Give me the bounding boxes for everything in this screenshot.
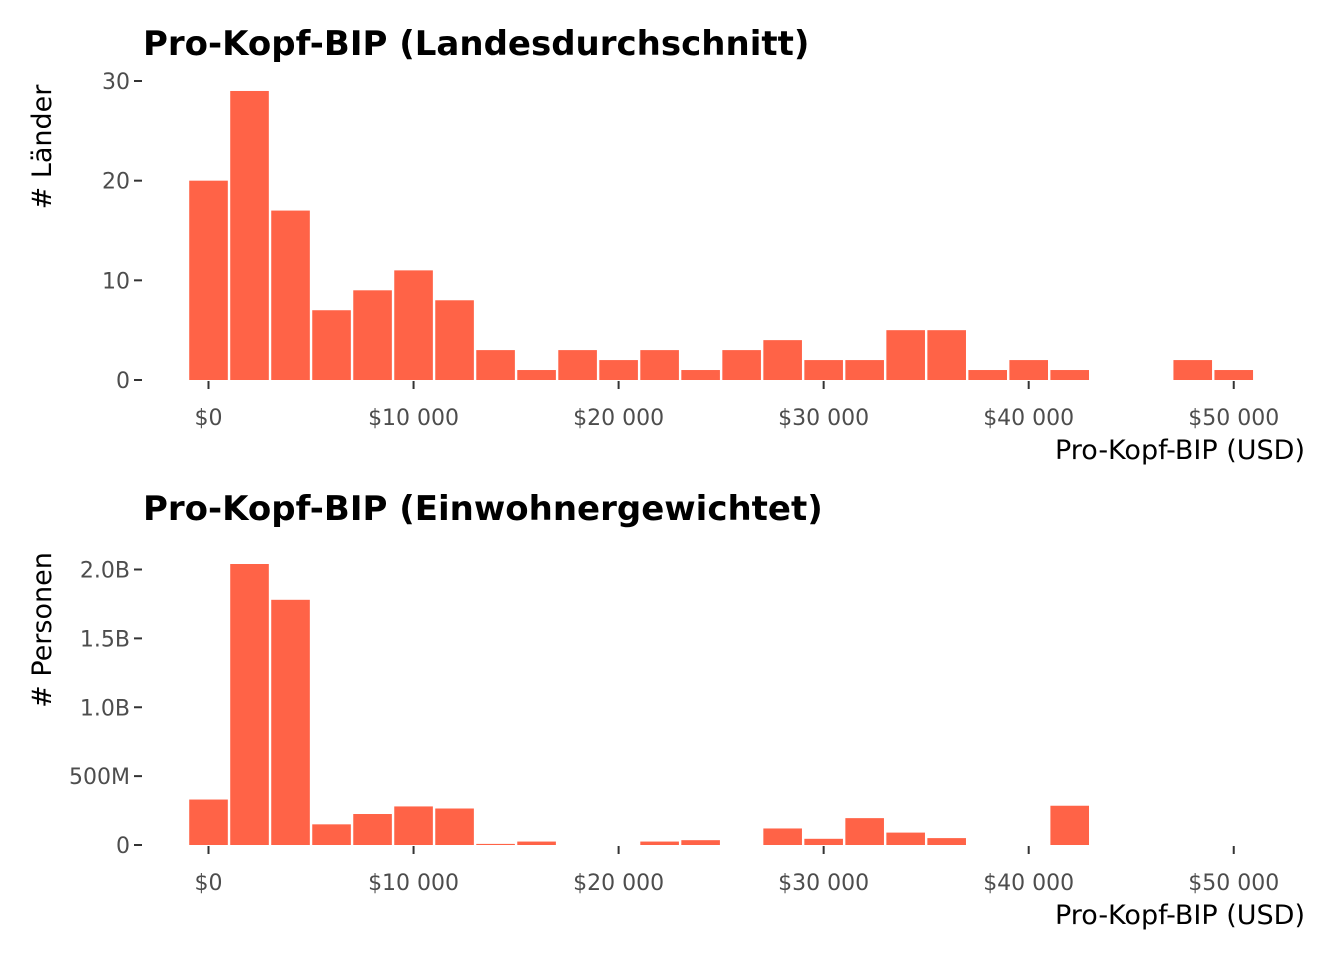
histogram-bar [968, 370, 1007, 380]
histogram-bar [845, 360, 884, 380]
axes: 0 500M 1.0B 1.5B 2.0B $0 $10 000 $20 000 $30 000… [69, 559, 1279, 896]
y-tick-label: 2.0B [80, 559, 130, 584]
x-tick-label: $30 000 [778, 406, 869, 431]
x-tick-label: $40 000 [983, 871, 1074, 896]
histogram-bar [517, 841, 556, 845]
histogram-bar [312, 824, 351, 845]
y-tick-label: 10 [102, 269, 130, 294]
histogram-bar [886, 832, 925, 845]
panel-title: Pro-Kopf-BIP (Einwohnergewichtet) [143, 489, 823, 529]
histogram-bar [927, 330, 966, 380]
panel-population-weighted: Pro-Kopf-BIP (Einwohnergewichtet) # Pers… [27, 489, 1305, 931]
histogram-bar [517, 370, 556, 380]
panel-title: Pro-Kopf-BIP (Landesdurchschnitt) [143, 24, 809, 64]
histogram-bar [599, 360, 638, 380]
x-tick-label: $40 000 [983, 406, 1074, 431]
histogram-bar [886, 330, 925, 380]
y-tick-label: 0 [116, 834, 130, 859]
histogram-bar [271, 599, 310, 845]
histogram-bar [763, 828, 802, 845]
histogram-bar [394, 806, 433, 845]
histogram-bar [312, 310, 351, 380]
y-tick-label: 0 [116, 369, 130, 394]
y-tick-label: 20 [102, 170, 130, 195]
bars [189, 90, 1254, 380]
histogram-bar [435, 808, 474, 845]
x-axis-title: Pro-Kopf-BIP (USD) [1055, 435, 1305, 466]
histogram-bar [230, 90, 269, 380]
histogram-bar [804, 360, 843, 380]
histogram-bar [640, 841, 679, 845]
histogram-bar [353, 814, 392, 845]
histogram-bar [845, 818, 884, 845]
y-axis-title: # Länder [27, 84, 58, 210]
histogram-bar [353, 290, 392, 380]
x-tick-label: $50 000 [1188, 871, 1279, 896]
histogram-bar [804, 838, 843, 845]
histogram-bar [1050, 805, 1090, 845]
histogram-bar [476, 843, 515, 845]
histogram-bar [927, 838, 966, 845]
x-tick-label: $10 000 [368, 406, 459, 431]
x-tick-label: $20 000 [573, 871, 664, 896]
x-axis-title: Pro-Kopf-BIP (USD) [1055, 900, 1305, 931]
histogram-bar [1009, 360, 1048, 380]
histogram-bar [681, 370, 720, 380]
histogram-bar [1214, 370, 1254, 380]
panel-country-average: Pro-Kopf-BIP (Landesdurchschnitt) # Länd… [27, 24, 1305, 466]
x-tick-label: $0 [195, 406, 223, 431]
x-tick-label: $50 000 [1188, 406, 1279, 431]
x-tick-label: $30 000 [778, 871, 869, 896]
histogram-bar [722, 350, 761, 380]
histogram-bar [763, 340, 802, 380]
y-tick-label: 500M [69, 765, 130, 790]
histogram-bar [476, 350, 515, 380]
y-tick-label: 1.0B [80, 696, 130, 721]
x-tick-label: $10 000 [368, 871, 459, 896]
histogram-bar [189, 799, 228, 845]
x-tick-label: $0 [195, 871, 223, 896]
y-axis-title: # Personen [27, 552, 58, 708]
histogram-bar [189, 180, 228, 380]
histogram-bar [435, 300, 474, 380]
y-tick-label: 1.5B [80, 627, 130, 652]
x-tick-label: $20 000 [573, 406, 664, 431]
histogram-bar [1173, 360, 1213, 380]
histogram-bar [394, 270, 433, 380]
histogram-bar [558, 350, 597, 380]
y-tick-label: 30 [102, 70, 130, 95]
histogram-bar [1050, 370, 1090, 380]
histogram-bar [640, 350, 679, 380]
histogram-bar [271, 210, 310, 380]
histogram-bar [230, 564, 269, 845]
histogram-bar [681, 840, 720, 845]
axes: 0 10 20 30 $0 $10 000 $20 000 $30 000 $40 000 $50… [102, 70, 1279, 431]
bars [189, 564, 1090, 845]
